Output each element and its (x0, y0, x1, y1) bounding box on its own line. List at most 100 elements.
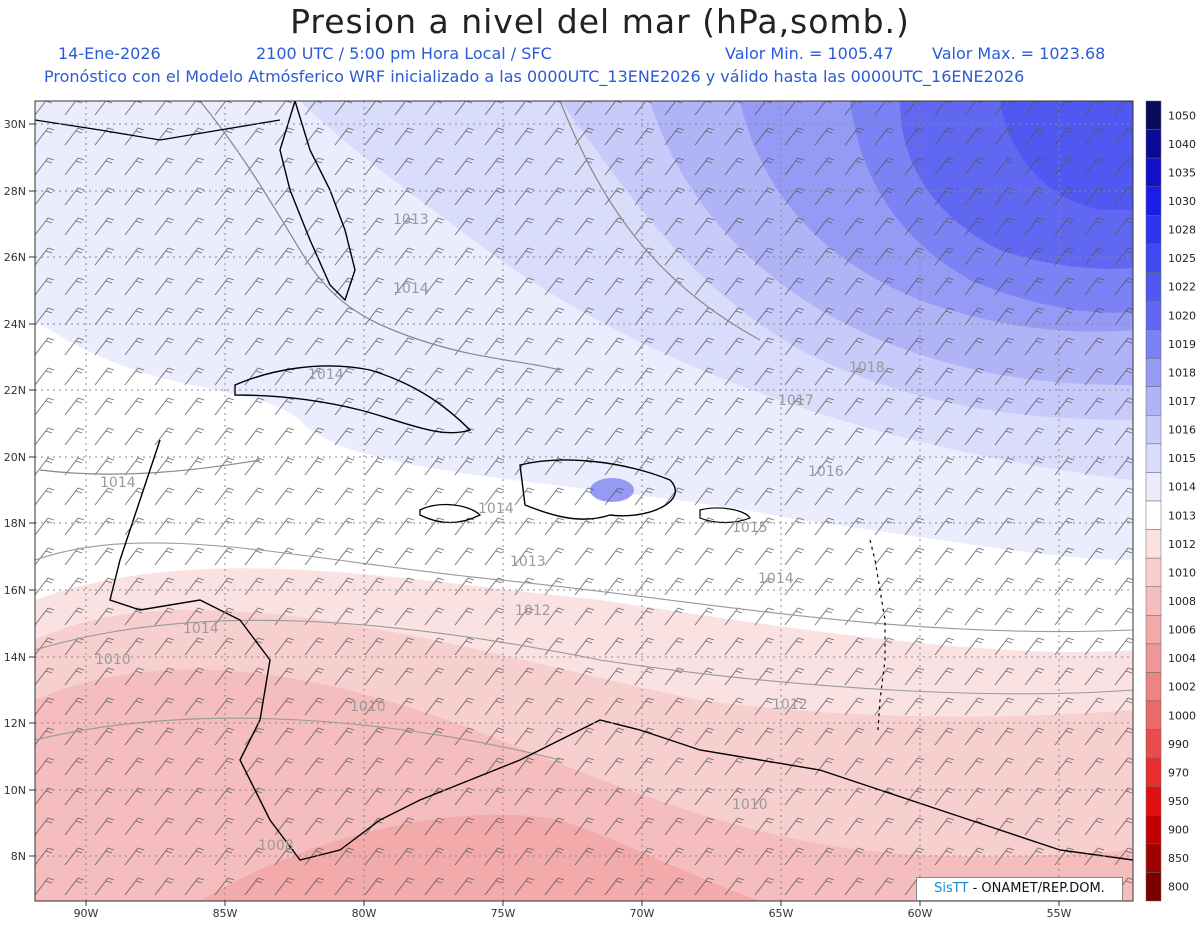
legend-swatch (1145, 157, 1162, 187)
lon-label: 80W (352, 907, 377, 920)
isobar-label: 1010 (732, 797, 768, 813)
isobar-label: 1008 (258, 838, 294, 854)
lon-label: 55W (1047, 907, 1072, 920)
legend-label: 1017 (1168, 395, 1196, 408)
brand-logo: SisTT (934, 881, 969, 896)
legend-swatch (1145, 643, 1162, 673)
legend-swatch (1145, 529, 1162, 559)
legend-swatch (1145, 786, 1162, 816)
isobar-label: 1015 (732, 520, 768, 536)
isobar-label: 1012 (515, 603, 551, 619)
legend-swatch (1145, 615, 1162, 645)
legend-swatch (1145, 415, 1162, 445)
legend-swatch (1145, 500, 1162, 530)
legend-swatch (1145, 843, 1162, 873)
lat-label: 16N (4, 584, 26, 597)
longitude-ticks (85, 901, 1060, 906)
legend-label: 1014 (1168, 481, 1196, 494)
legend-label: 1050 (1168, 109, 1196, 122)
lat-label: 14N (4, 651, 26, 664)
legend-label: 850 (1168, 852, 1189, 865)
puerto-rico (699, 507, 751, 524)
legend-label: 1008 (1168, 595, 1196, 608)
lon-label: 65W (769, 907, 794, 920)
cuba (234, 365, 472, 434)
legend-label: 1028 (1168, 224, 1196, 237)
isobar-label: 1016 (808, 464, 844, 480)
credit-org: - ONAMET/REP.DOM. (968, 881, 1105, 896)
gulf-coast (35, 119, 281, 141)
isobar-label: 1014 (100, 475, 136, 491)
isobar-lines-south (35, 542, 1133, 761)
legend-swatch (1145, 243, 1162, 273)
isobar-label: 1013 (393, 212, 429, 228)
page-title: Presion a nivel del mar (hPa,somb.) (290, 2, 910, 41)
hispaniola (519, 459, 677, 520)
lat-label: 26N (4, 251, 26, 264)
legend-label: 1012 (1168, 538, 1196, 551)
isobar-label: 1014 (183, 621, 219, 637)
isobar-lines (39, 101, 761, 475)
lat-label: 28N (4, 185, 26, 198)
legend-label: 1015 (1168, 452, 1196, 465)
legend-swatch (1145, 100, 1162, 130)
legend-label: 950 (1168, 795, 1189, 808)
legend-swatch (1145, 329, 1162, 359)
max-value: Valor Max. = 1023.68 (932, 44, 1106, 63)
map-frame (34, 100, 1134, 902)
lat-label: 22N (4, 384, 26, 397)
isobar-label: 1013 (510, 554, 546, 570)
isobar-label: 1010 (350, 699, 386, 715)
legend-label: 1020 (1168, 309, 1196, 322)
florida-coast (279, 101, 356, 302)
legend-swatch (1145, 215, 1162, 245)
isobar-label: 1017 (778, 393, 814, 409)
color-legend: 1050 1040 1035 1030 1028 1025 1022 1020 1019 1018… (1145, 100, 1196, 902)
lesser-antilles (869, 539, 886, 731)
legend-label: 1035 (1168, 166, 1196, 179)
legend-label: 1000 (1168, 709, 1196, 722)
legend-swatch (1145, 872, 1162, 902)
lon-label: 90W (74, 907, 99, 920)
legend-swatch (1145, 443, 1162, 473)
isobar-labels: 1013 1014 1014 1014 1014 1013 1012 1014 … (95, 212, 885, 854)
legend-label: 1030 (1168, 195, 1196, 208)
legend-swatch (1145, 357, 1162, 387)
legend-swatch (1145, 586, 1162, 616)
lon-label: 70W (630, 907, 655, 920)
legend-label: 1019 (1168, 338, 1196, 351)
isobar-label: 1012 (772, 697, 808, 713)
lat-label: 12N (4, 717, 26, 730)
lon-label: 75W (491, 907, 516, 920)
isobar-label: 1014 (478, 501, 514, 517)
legend-label: 1006 (1168, 624, 1196, 637)
longitude-labels: 90W 85W 80W 75W 70W 65W 60W 55W (74, 907, 1072, 920)
legend-swatch (1145, 129, 1162, 159)
legend-label: 1013 (1168, 509, 1196, 522)
legend-swatch (1145, 472, 1162, 502)
legend-label: 1025 (1168, 252, 1196, 265)
legend-swatch (1145, 272, 1162, 302)
legend-label: 1018 (1168, 366, 1196, 379)
isobar-label: 1014 (758, 571, 794, 587)
legend-label: 970 (1168, 766, 1189, 779)
legend-label: 1040 (1168, 138, 1196, 151)
lat-label: 10N (4, 784, 26, 797)
legend-label: 900 (1168, 824, 1189, 837)
model-info: Pronóstico con el Modelo Atmósferico WRF… (44, 67, 1025, 86)
latitude-ticks (29, 123, 35, 857)
legend-label: 1022 (1168, 281, 1196, 294)
lon-label: 60W (908, 907, 933, 920)
lat-label: 30N (4, 118, 26, 131)
legend-swatch (1145, 757, 1162, 787)
legend-label: 1010 (1168, 566, 1196, 579)
graticule (35, 101, 1133, 901)
latitude-labels: 30N 28N 26N 24N 22N 20N 18N 16N 14N 12N … (4, 118, 26, 863)
legend-swatch (1145, 815, 1162, 845)
legend-label: 1016 (1168, 424, 1196, 437)
min-value: Valor Min. = 1005.47 (725, 44, 894, 63)
legend-label: 800 (1168, 881, 1189, 894)
legend-label: 1004 (1168, 652, 1196, 665)
isobar-label: 1018 (849, 360, 885, 376)
